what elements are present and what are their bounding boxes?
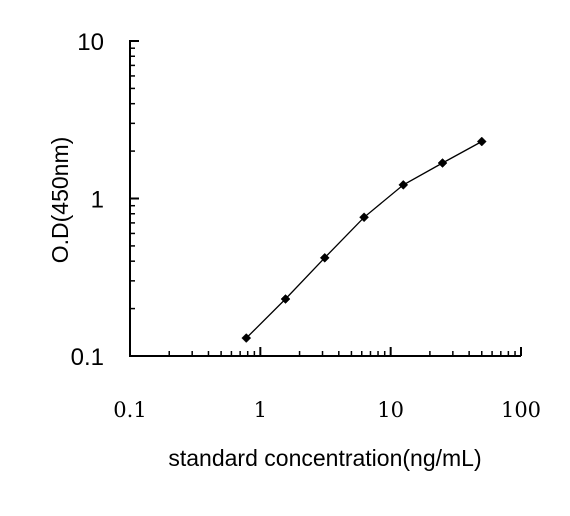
y-tick-label: 0.1 [71,344,104,371]
plot-area: 0.1 1 10 0.1 1 10 100 [71,29,541,422]
data-point [437,158,448,168]
y-tick-label: 1 [91,187,104,214]
data-series [241,136,487,343]
x-axis-title: standard concentration(ng/mL) [168,445,481,471]
data-point [476,136,487,147]
y-tick-label: 10 [77,29,104,56]
x-axis-ticks [129,347,522,356]
data-point [319,252,330,263]
y-axis-title: O.D(450nm) [47,137,73,264]
x-tick-label: 1 [254,398,267,422]
x-tick-label: 10 [377,398,404,422]
data-point [241,333,252,343]
y-axis-ticks [130,40,139,357]
data-point [280,294,291,304]
x-axis-tick-labels: 0.1 1 10 100 [113,398,541,422]
x-tick-label: 100 [501,398,541,422]
x-tick-label: 0.1 [113,398,146,422]
data-point [398,180,409,190]
data-point [359,212,369,223]
series-line [245,140,483,339]
y-axis-tick-labels: 0.1 1 10 [71,29,104,371]
